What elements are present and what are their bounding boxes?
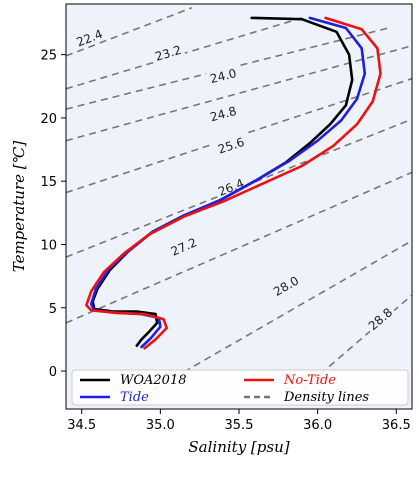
density-label-bg	[166, 233, 202, 260]
density-label-bg	[205, 64, 241, 87]
density-label-bg	[213, 174, 249, 200]
series-line-no-tide	[85, 16, 382, 350]
density-line	[66, 7, 193, 57]
y-tick-label: 25	[40, 49, 57, 64]
density-line	[66, 27, 389, 110]
y-axis-label: Temperature [℃]	[10, 141, 28, 273]
y-tick-label: 20	[40, 112, 57, 127]
x-tick-label: 36.0	[303, 418, 332, 433]
density-label-bg	[363, 302, 398, 335]
x-tick-label: 34.5	[67, 418, 96, 433]
x-axis-label: Salinity [psu]	[188, 438, 289, 456]
x-tick-label: 35.5	[225, 418, 254, 433]
legend-box	[71, 369, 409, 406]
legend-label: Tide	[120, 390, 149, 405]
y-tick-label: 0	[49, 365, 57, 380]
legend-label: Density lines	[283, 390, 369, 405]
density-label: 24.0	[209, 66, 238, 86]
density-line	[152, 239, 412, 391]
density-label-bg	[268, 271, 304, 301]
density-label-bg	[71, 24, 108, 51]
density-label-bg	[150, 41, 186, 65]
plot-background	[66, 4, 412, 409]
legend-label: WOA2018	[120, 373, 187, 388]
x-tick-label: 36.5	[382, 418, 411, 433]
legend-label: No-Tide	[283, 373, 336, 388]
density-label-bg	[205, 102, 241, 126]
x-tick-label: 35.0	[146, 418, 175, 433]
legend: WOA2018 No-Tide Tide Density lines	[71, 369, 409, 406]
y-tick-label: 15	[40, 175, 57, 190]
y-tick-label: 5	[49, 302, 57, 317]
density-label-bg	[213, 133, 249, 158]
y-tick-label: 10	[40, 238, 57, 253]
density-label: 24.8	[209, 104, 238, 125]
density-line	[66, 171, 412, 324]
